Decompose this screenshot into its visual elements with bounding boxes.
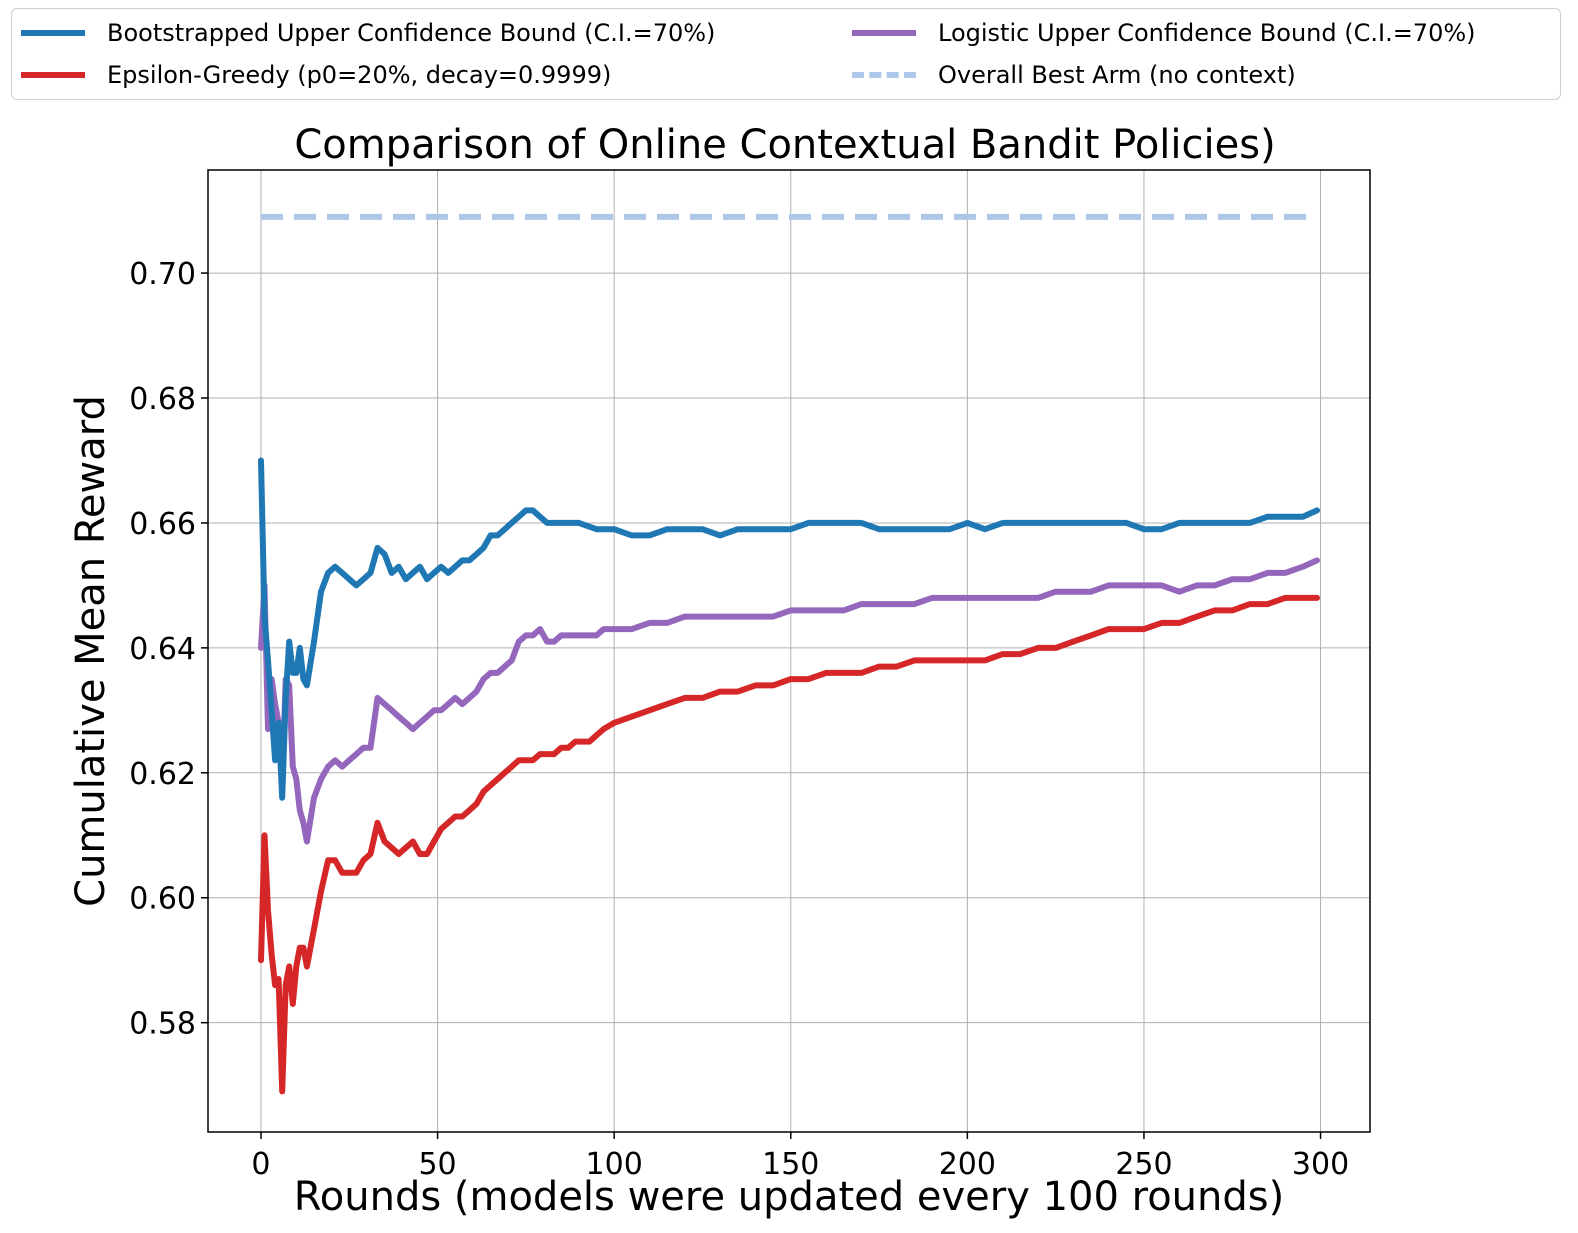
grid-lines — [208, 170, 1370, 1132]
y-axis-ticks: 0.58 0.60 0.62 0.64 0.66 0.68 0.70 — [129, 257, 208, 1042]
y-tick-label: 0.70 — [129, 257, 196, 292]
legend-swatch-icon — [21, 72, 85, 78]
chart-title: Comparison of Online Contextual Bandit P… — [294, 122, 1275, 168]
x-tick-label: 200 — [939, 1147, 996, 1182]
legend-item-overall-best-arm: Overall Best Arm (no context) — [852, 58, 1296, 92]
y-tick-label: 0.66 — [129, 507, 196, 542]
legend-label: Bootstrapped Upper Confidence Bound (C.I… — [107, 19, 716, 47]
legend-label: Logistic Upper Confidence Bound (C.I.=70… — [938, 19, 1476, 47]
chart-legend: Bootstrapped Upper Confidence Bound (C.I… — [11, 8, 1561, 100]
legend-swatch-icon — [852, 30, 916, 36]
y-tick-label: 0.60 — [129, 882, 196, 917]
y-tick-label: 0.68 — [129, 382, 196, 417]
x-tick-label: 50 — [418, 1147, 456, 1182]
x-tick-label: 250 — [1115, 1147, 1172, 1182]
x-axis-ticks: 0 50 100 150 200 250 300 — [251, 1132, 1349, 1182]
y-axis-label: Cumulative Mean Reward — [68, 395, 114, 907]
series-lines — [258, 213, 1320, 1095]
x-tick-label: 150 — [762, 1147, 819, 1182]
x-tick-label: 300 — [1292, 1147, 1349, 1182]
legend-label: Overall Best Arm (no context) — [938, 61, 1296, 89]
y-tick-label: 0.64 — [129, 632, 196, 667]
legend-item-bootstrapped-ucb: Bootstrapped Upper Confidence Bound (C.I… — [21, 16, 715, 50]
legend-label: Epsilon-Greedy (p0=20%, decay=0.9999) — [107, 61, 612, 89]
series-line-logistic-upper-confidence-bound-c-i-70 — [258, 557, 1320, 845]
y-tick-label: 0.58 — [129, 1007, 196, 1042]
x-tick-label: 0 — [251, 1147, 270, 1182]
legend-item-epsilon-greedy: Epsilon-Greedy (p0=20%, decay=0.9999) — [21, 58, 611, 92]
legend-swatch-icon — [852, 72, 916, 78]
x-tick-label: 100 — [586, 1147, 643, 1182]
plot-frame — [207, 169, 1371, 1133]
legend-item-logistic-ucb: Logistic Upper Confidence Bound (C.I.=70… — [852, 16, 1476, 50]
series-line-epsilon-greedy-p0-20-decay-0-9999 — [258, 594, 1320, 1095]
x-axis-label: Rounds (models were updated every 100 ro… — [294, 1174, 1284, 1220]
series-line-bootstrapped-upper-confidence-bound-c-i-70 — [258, 457, 1320, 801]
y-tick-label: 0.62 — [129, 757, 196, 792]
legend-swatch-icon — [21, 30, 85, 36]
